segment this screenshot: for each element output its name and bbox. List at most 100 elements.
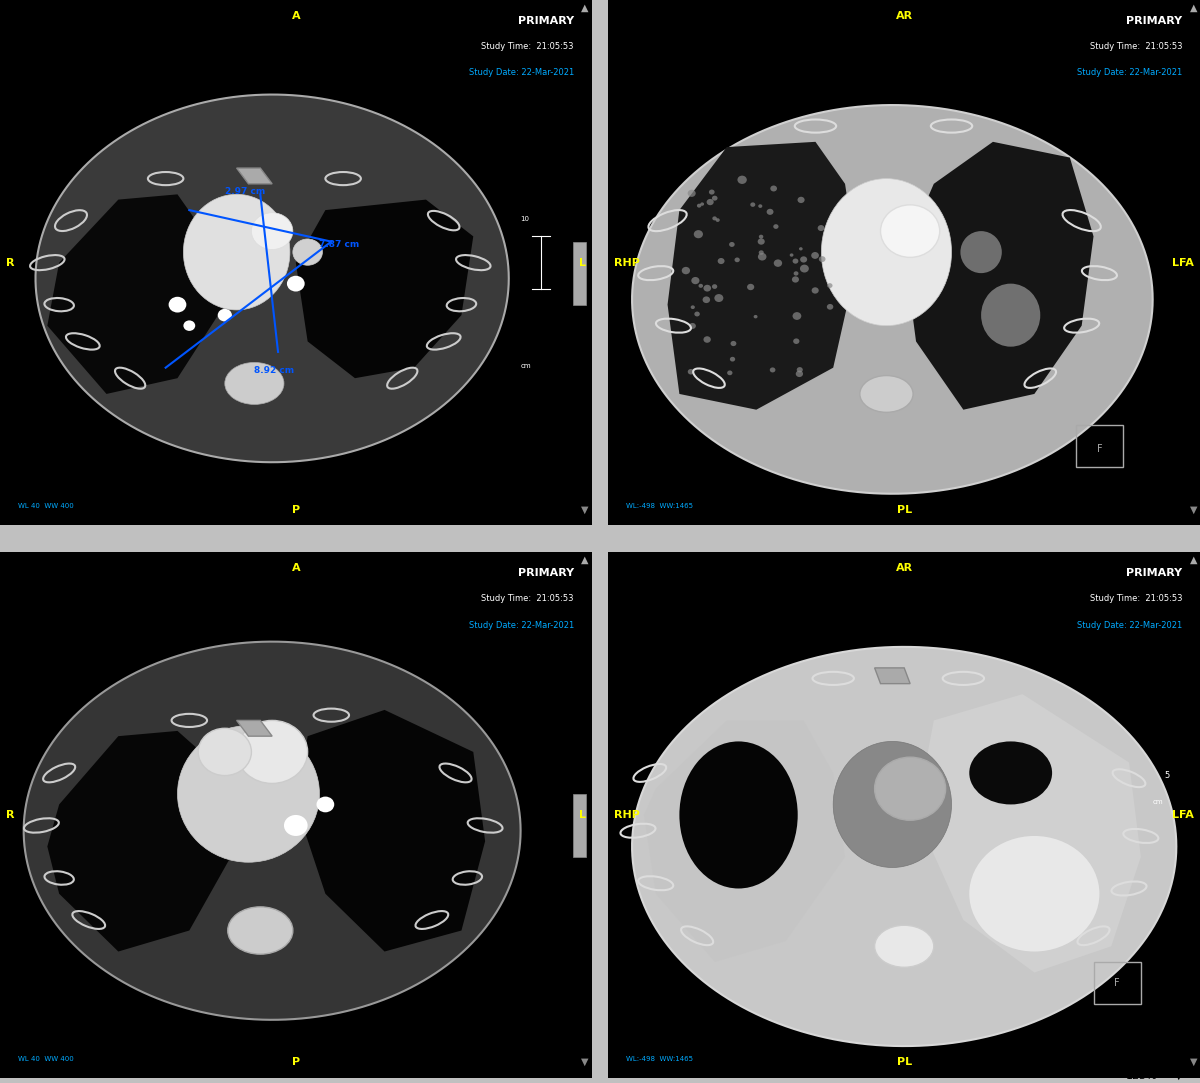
Text: L: L — [578, 258, 586, 268]
Circle shape — [731, 341, 737, 347]
Circle shape — [169, 297, 186, 313]
Text: R: R — [6, 258, 14, 268]
Bar — [608, 0, 756, 131]
Text: F: F — [1115, 978, 1120, 988]
Circle shape — [811, 252, 818, 259]
Circle shape — [800, 264, 809, 273]
Circle shape — [703, 336, 710, 343]
Circle shape — [184, 321, 196, 331]
Circle shape — [695, 312, 700, 316]
Circle shape — [792, 259, 798, 263]
Text: ▲: ▲ — [581, 554, 589, 565]
Circle shape — [792, 276, 799, 283]
Circle shape — [773, 224, 779, 229]
Ellipse shape — [833, 742, 952, 867]
Circle shape — [818, 257, 826, 262]
Circle shape — [797, 367, 803, 373]
Circle shape — [758, 205, 762, 208]
Circle shape — [703, 285, 712, 291]
Circle shape — [702, 297, 710, 303]
Circle shape — [793, 271, 798, 275]
Circle shape — [714, 295, 724, 302]
Text: PRIMARY: PRIMARY — [1126, 16, 1182, 26]
Text: ▼: ▼ — [1189, 1057, 1198, 1067]
Circle shape — [252, 212, 293, 249]
Circle shape — [707, 199, 714, 205]
Text: PRIMARY: PRIMARY — [517, 569, 574, 578]
Text: RHP: RHP — [614, 258, 640, 268]
Text: A: A — [292, 563, 300, 573]
Polygon shape — [36, 94, 509, 462]
Polygon shape — [236, 168, 272, 184]
Text: Study Date: 22-Mar-2021: Study Date: 22-Mar-2021 — [469, 68, 574, 77]
Text: PL: PL — [896, 1057, 912, 1067]
Circle shape — [793, 338, 799, 344]
Text: R: R — [6, 810, 14, 820]
Circle shape — [748, 284, 755, 290]
Circle shape — [217, 309, 232, 322]
Circle shape — [800, 257, 808, 262]
Ellipse shape — [821, 179, 952, 326]
Circle shape — [698, 284, 703, 288]
Text: F: F — [1097, 444, 1103, 454]
Text: WL:-498  WW:1465: WL:-498 WW:1465 — [626, 1056, 694, 1061]
Circle shape — [769, 367, 775, 373]
Bar — [572, 242, 586, 304]
Text: Study Time:  21:05:53: Study Time: 21:05:53 — [481, 42, 574, 51]
Polygon shape — [632, 647, 1176, 1046]
Circle shape — [754, 315, 757, 318]
Text: ▲: ▲ — [581, 2, 589, 13]
Polygon shape — [236, 720, 272, 736]
Text: Study Date: 22-Mar-2021: Study Date: 22-Mar-2021 — [469, 621, 574, 629]
Text: WL 40  WW 400: WL 40 WW 400 — [18, 504, 73, 509]
Polygon shape — [296, 199, 473, 378]
Ellipse shape — [982, 284, 1040, 347]
Circle shape — [691, 277, 700, 284]
Text: AR: AR — [895, 563, 913, 573]
Circle shape — [758, 253, 767, 261]
Text: 10: 10 — [521, 216, 529, 222]
Polygon shape — [667, 142, 857, 409]
Ellipse shape — [228, 906, 293, 954]
Circle shape — [715, 219, 720, 222]
Polygon shape — [47, 194, 224, 394]
Ellipse shape — [184, 194, 290, 310]
Circle shape — [774, 260, 782, 266]
Polygon shape — [296, 710, 485, 952]
Circle shape — [750, 203, 755, 207]
Text: 7.87 cm: 7.87 cm — [319, 239, 360, 249]
Text: ▼: ▼ — [581, 1057, 589, 1067]
Circle shape — [713, 217, 716, 221]
Text: PL: PL — [896, 505, 912, 514]
Circle shape — [236, 720, 307, 783]
Circle shape — [792, 312, 802, 319]
Circle shape — [730, 356, 736, 362]
Text: PRIMARY: PRIMARY — [1126, 569, 1182, 578]
Circle shape — [758, 250, 764, 255]
Circle shape — [798, 197, 805, 204]
Ellipse shape — [178, 726, 319, 862]
Circle shape — [198, 728, 252, 775]
Circle shape — [691, 305, 695, 309]
Text: Study Date: 22-Mar-2021: Study Date: 22-Mar-2021 — [1078, 621, 1182, 629]
Text: 8.92 cm: 8.92 cm — [254, 366, 294, 375]
Polygon shape — [24, 641, 521, 1020]
Circle shape — [689, 323, 696, 329]
Text: ▼: ▼ — [1175, 1071, 1182, 1081]
Circle shape — [796, 370, 803, 377]
Text: L: L — [578, 810, 586, 820]
Circle shape — [881, 205, 940, 258]
Circle shape — [682, 266, 690, 274]
Ellipse shape — [224, 363, 284, 404]
Text: Study Time:  21:05:53: Study Time: 21:05:53 — [1090, 595, 1182, 603]
Text: cm: cm — [1153, 799, 1163, 806]
Text: ▲: ▲ — [1189, 554, 1198, 565]
Polygon shape — [916, 694, 1141, 973]
Circle shape — [730, 242, 734, 247]
Circle shape — [734, 258, 740, 262]
Circle shape — [701, 203, 704, 206]
Polygon shape — [644, 720, 845, 962]
Circle shape — [293, 239, 323, 265]
Circle shape — [758, 235, 763, 238]
Circle shape — [817, 225, 824, 231]
